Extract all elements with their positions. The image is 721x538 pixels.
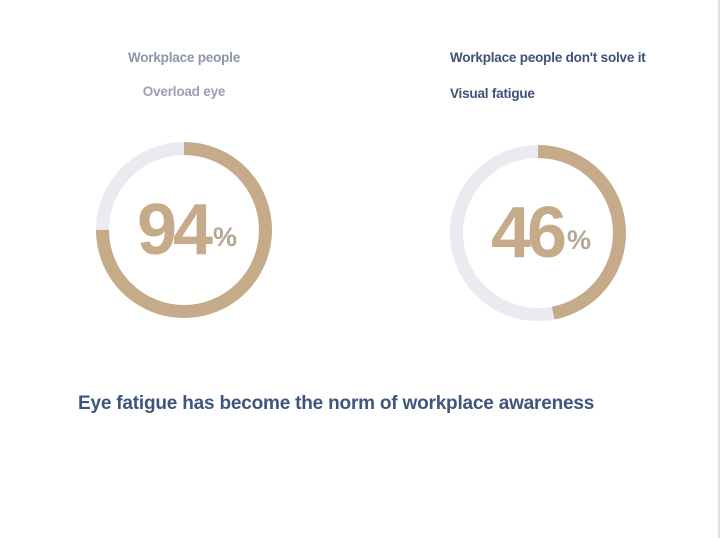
donut-ring-svg <box>96 142 272 318</box>
percent-sign: % <box>567 224 592 255</box>
ring-progress <box>450 145 626 321</box>
right-edge-line <box>718 0 720 538</box>
donut-ring-svg <box>450 145 626 321</box>
donut-ring: 46 % <box>450 145 626 321</box>
percent-number: 94 <box>136 190 213 270</box>
ring-progress <box>96 142 272 318</box>
chart-titles: Workplace people Overload eye <box>96 49 272 100</box>
slide-heading: Eye fatigue has become the norm of workp… <box>78 393 595 414</box>
percent-readout: 94 % <box>96 142 272 318</box>
chart-title-line1: Workplace people <box>127 50 241 65</box>
chart-title-line2: Visual fatigue <box>450 86 535 101</box>
percent-number: 46 <box>490 193 567 273</box>
chart-title-line1: Workplace people don't solve it <box>450 50 646 65</box>
percent-sign: % <box>213 221 238 252</box>
percent-readout: 46 % <box>450 145 626 321</box>
chart-title-line2: Overload eye <box>142 84 226 99</box>
chart-titles: Workplace people don't solve it Visual f… <box>450 49 700 102</box>
donut-ring: 94 % <box>96 142 272 318</box>
